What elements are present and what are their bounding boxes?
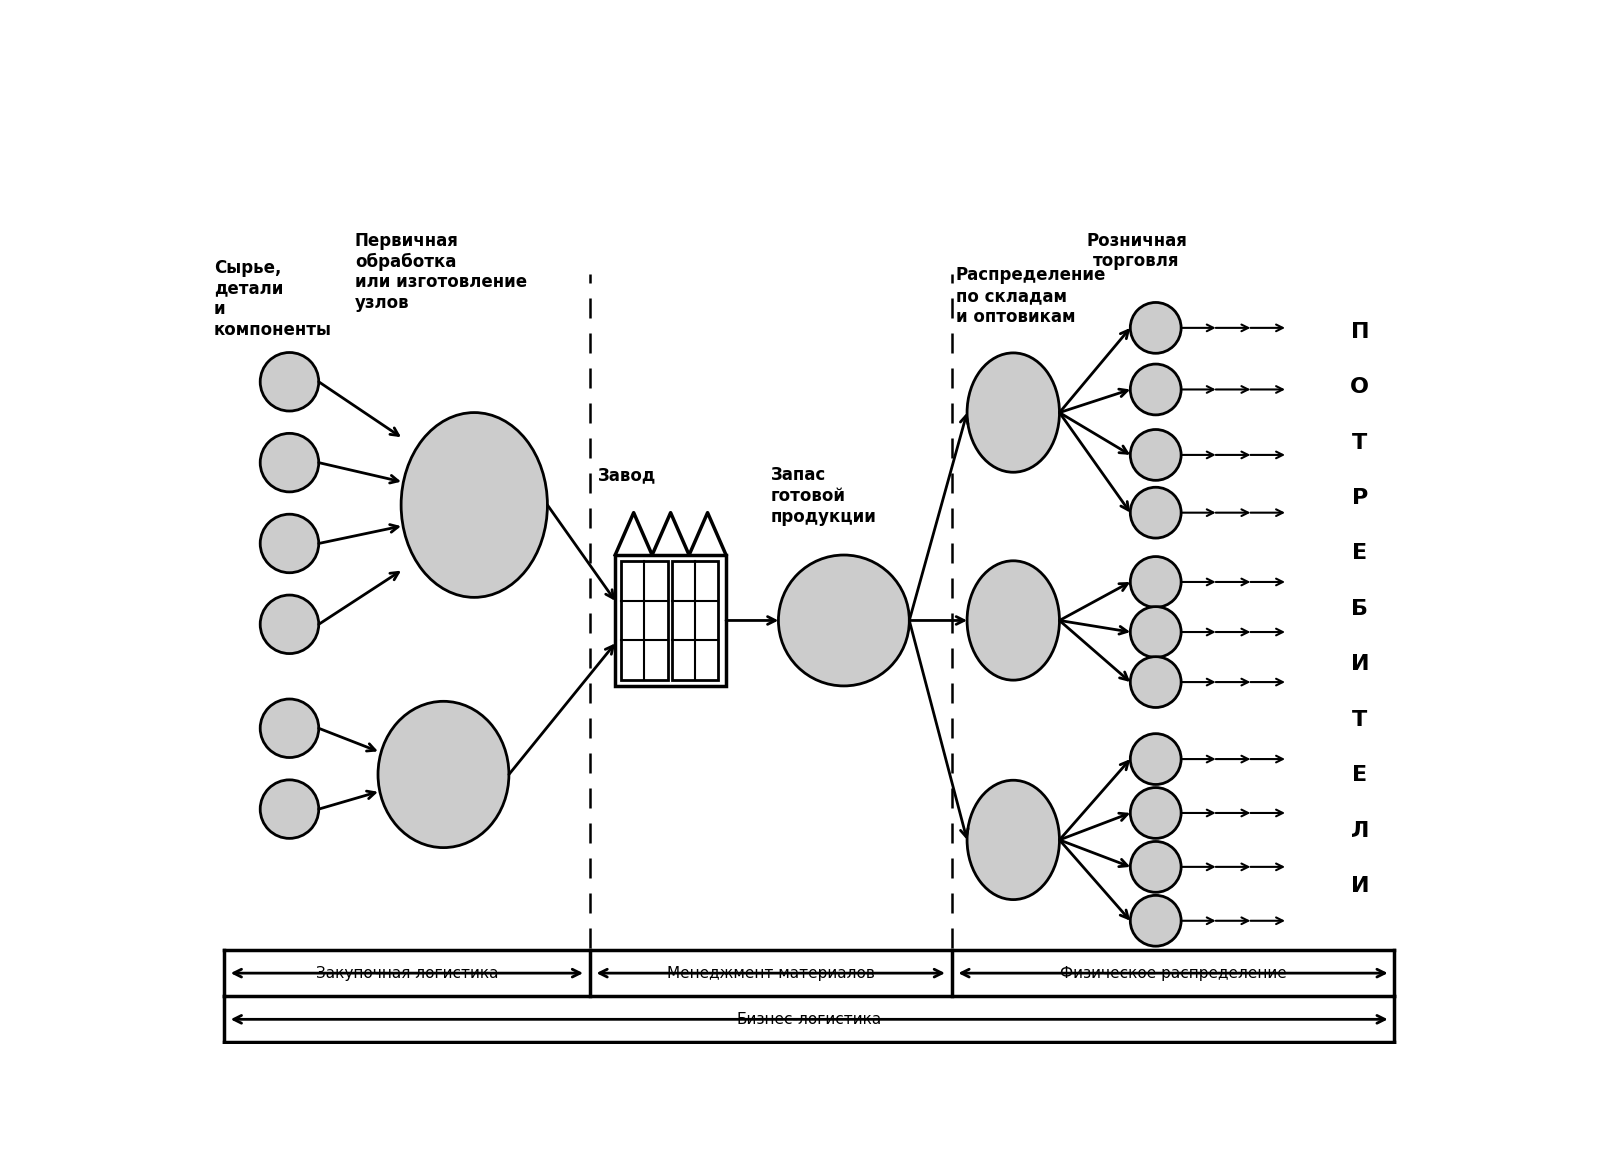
Text: Е: Е <box>1351 543 1366 563</box>
Circle shape <box>260 514 318 572</box>
Text: Т: Т <box>1351 433 1366 453</box>
Bar <box>621 561 668 680</box>
Text: Завод: Завод <box>597 467 655 484</box>
Text: Распределение
по складам
и оптовикам: Распределение по складам и оптовикам <box>955 266 1106 326</box>
Circle shape <box>1130 556 1180 608</box>
Text: Розничная
торговля: Розничная торговля <box>1085 231 1186 271</box>
Circle shape <box>1130 606 1180 657</box>
Bar <box>672 561 717 680</box>
Ellipse shape <box>966 353 1059 473</box>
Circle shape <box>1130 364 1180 415</box>
Text: Бизнес-логистика: Бизнес-логистика <box>737 1012 881 1026</box>
Ellipse shape <box>377 701 509 848</box>
Text: Менеджмент материалов: Менеджмент материалов <box>666 965 875 981</box>
Text: Е: Е <box>1351 765 1366 785</box>
Text: И: И <box>1350 876 1367 896</box>
Ellipse shape <box>966 561 1059 680</box>
Bar <box>615 555 725 686</box>
Circle shape <box>1130 303 1180 353</box>
Text: Физическое распределение: Физическое распределение <box>1059 965 1286 981</box>
Text: Р: Р <box>1351 488 1367 508</box>
Text: Запас
готовой
продукции: Запас готовой продукции <box>770 467 876 526</box>
Circle shape <box>1130 841 1180 893</box>
Text: Сырье,
детали
и
компоненты: Сырье, детали и компоненты <box>213 258 332 339</box>
Circle shape <box>1130 429 1180 480</box>
Text: Б: Б <box>1350 599 1367 619</box>
Circle shape <box>1130 895 1180 947</box>
Circle shape <box>1130 787 1180 839</box>
Circle shape <box>260 699 318 758</box>
Circle shape <box>260 433 318 491</box>
Text: И: И <box>1350 655 1367 674</box>
Circle shape <box>260 353 318 411</box>
Ellipse shape <box>966 780 1059 900</box>
Circle shape <box>778 555 908 686</box>
Circle shape <box>1130 657 1180 707</box>
Text: Л: Л <box>1350 821 1367 841</box>
Ellipse shape <box>401 413 547 597</box>
Circle shape <box>260 595 318 653</box>
Circle shape <box>1130 487 1180 538</box>
Text: Т: Т <box>1351 710 1366 730</box>
Circle shape <box>1130 733 1180 785</box>
Text: О: О <box>1350 378 1369 398</box>
Circle shape <box>260 780 318 839</box>
Text: Первичная
обработка
или изготовление
узлов: Первичная обработка или изготовление узл… <box>355 231 526 312</box>
Text: Закупочная логистика: Закупочная логистика <box>316 965 498 981</box>
Text: П: П <box>1350 321 1367 341</box>
